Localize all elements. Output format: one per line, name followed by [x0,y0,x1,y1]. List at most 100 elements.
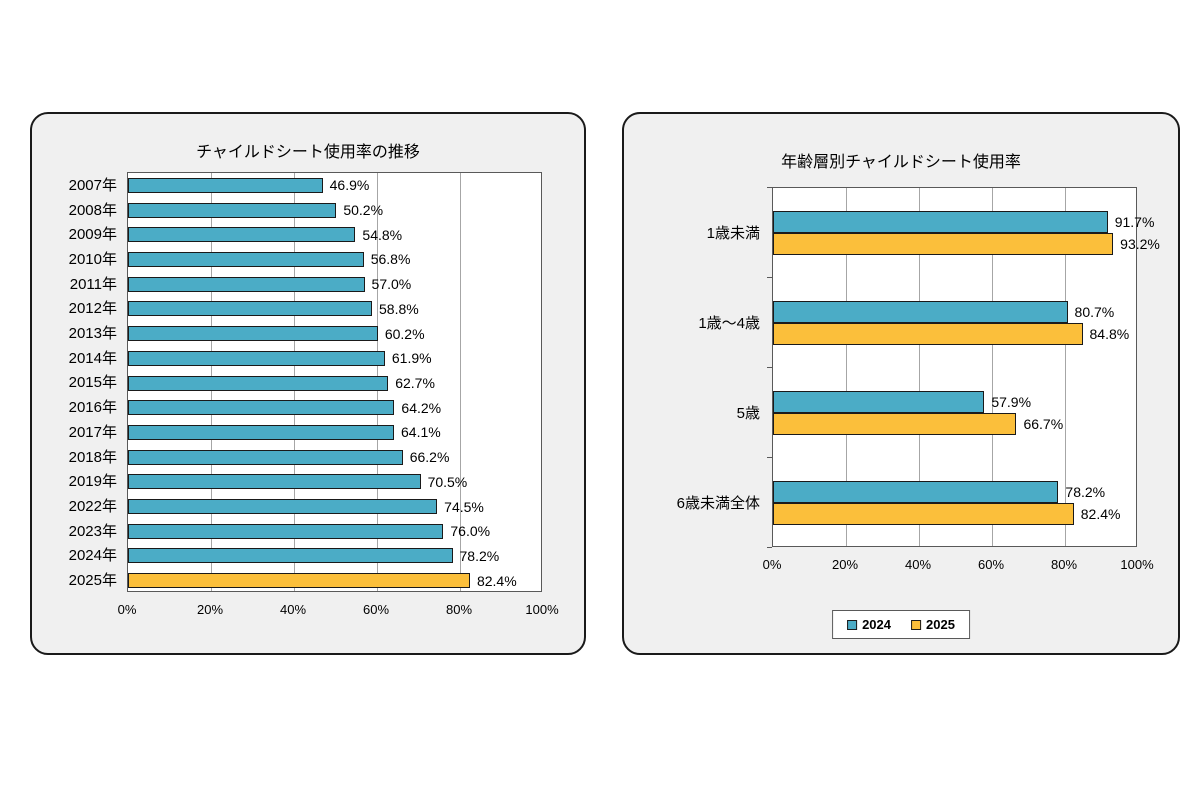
category-label: 6歳未満全体 [676,494,760,512]
trend-chart-panel: チャイルドシート使用率の推移 46.9% 50.2% 54.8% 56.8% 57.0%… [30,112,586,655]
bar [773,481,1059,503]
legend-swatch-2024 [847,619,858,630]
bar-value-label: 82.4% [476,572,517,589]
bar [128,474,421,490]
plot-area: 91.7% 93.2% 80.7% 84.8% 57.9% 66.7% 78.2% 82.4% [772,187,1160,547]
category-label: 2024年 [68,547,117,565]
bar-value-label: 57.9% [991,394,1032,410]
gridline [846,188,847,546]
bar-value-label: 91.7% [1114,214,1155,230]
bar-value-label: 57.0% [371,276,412,293]
plot-area: 46.9% 50.2% 54.8% 56.8% 57.0% 58.8% 60.2% 61.9%… [127,172,542,592]
category-label: 5歳 [736,404,760,422]
bar-value-label: 50.2% [343,202,384,219]
bar-value-label: 64.2% [401,399,442,416]
bar-value-label: 46.9% [329,177,370,194]
category-label: 2017年 [68,423,117,441]
age-chart: 91.7% 93.2% 80.7% 84.8% 57.9% 66.7% 78.2% 82.4%… [624,114,1178,653]
bar [773,391,985,413]
bar-value-label: 70.5% [427,473,468,490]
bar-value-label: 93.2% [1120,236,1160,252]
bar-value-label: 76.0% [450,523,491,540]
bar-value-label: 84.8% [1089,326,1130,342]
bar-value-label: 80.7% [1074,304,1115,320]
y-axis-tick [767,367,772,368]
bar-value-label: 74.5% [444,498,484,515]
gridline [919,188,920,546]
category-label: 1歳～4歳 [698,314,760,332]
bar-value-label: 56.8% [370,251,411,268]
category-label: 2016年 [68,399,117,417]
bar [128,499,438,515]
category-label: 2009年 [68,226,117,244]
x-tick-label: 100% [525,602,559,617]
bar [128,227,356,243]
y-axis-tick [767,547,772,548]
legend-label: 2025 [926,617,955,632]
x-tick-label: 20% [831,557,859,572]
category-label: 2015年 [68,374,117,392]
bar-value-label: 58.8% [379,300,419,317]
bar [773,503,1074,525]
bar [128,177,323,193]
category-label: 2010年 [68,250,117,268]
category-label: 2014年 [68,349,117,367]
legend-label: 2024 [862,617,891,632]
x-tick-label: 60% [362,602,390,617]
trend-chart: 46.9% 50.2% 54.8% 56.8% 57.0% 58.8% 60.2% 61.9%… [32,114,584,653]
x-tick-label: 20% [196,602,224,617]
legend-item: 2025 [911,617,955,632]
bar [773,211,1108,233]
trend-chart-title: チャイルドシート使用率の推移 [196,144,420,161]
bar-value-label: 54.8% [362,226,403,243]
category-label: 2013年 [68,325,117,343]
x-tick-label: 40% [279,602,307,617]
bar [128,202,337,218]
x-tick-label: 0% [762,557,782,572]
bar [773,233,1114,255]
bar [128,424,394,440]
y-axis-tick [767,457,772,458]
bar [128,375,389,391]
bar-value-label: 78.2% [459,547,500,564]
bar [128,276,365,292]
bar-value-label: 60.2% [384,325,425,342]
category-label: 1歳未満 [706,224,760,242]
x-tick-label: 0% [117,602,137,617]
bar-value-label: 61.9% [391,350,432,367]
category-label: 2025年 [68,572,117,590]
category-label: 2022年 [68,498,117,516]
category-label: 2007年 [68,176,117,194]
category-label: 2008年 [68,201,117,219]
bar [773,323,1083,345]
category-label: 2011年 [69,275,117,293]
legend-item: 2024 [847,617,891,632]
legend: 2024 2025 [832,610,970,639]
age-chart-panel: 年齢層別チャイルドシート使用率 91.7% 93.2% 80.7% 84.8% 57.9… [622,112,1180,655]
y-axis-tick [767,187,772,188]
bar-value-label: 82.4% [1080,506,1121,522]
gridline [1065,188,1066,546]
x-tick-label: 80% [445,602,473,617]
bar [773,301,1068,323]
category-label: 2018年 [68,448,117,466]
x-tick-label: 40% [904,557,932,572]
bar [128,251,364,267]
bar-value-label: 64.1% [401,424,441,441]
gridline [460,173,461,591]
bar [128,548,453,564]
bar [128,326,378,342]
bar [128,523,444,539]
bar [773,413,1017,435]
gridline [992,188,993,546]
bar [128,449,403,465]
bar-value-label: 78.2% [1065,484,1106,500]
category-label: 2012年 [68,300,117,318]
age-chart-title: 年齢層別チャイルドシート使用率 [781,154,1021,171]
x-tick-label: 80% [1050,557,1078,572]
category-label: 2023年 [68,522,117,540]
bar-value-label: 62.7% [395,375,435,391]
bar [128,301,373,317]
x-tick-label: 100% [1120,557,1154,572]
